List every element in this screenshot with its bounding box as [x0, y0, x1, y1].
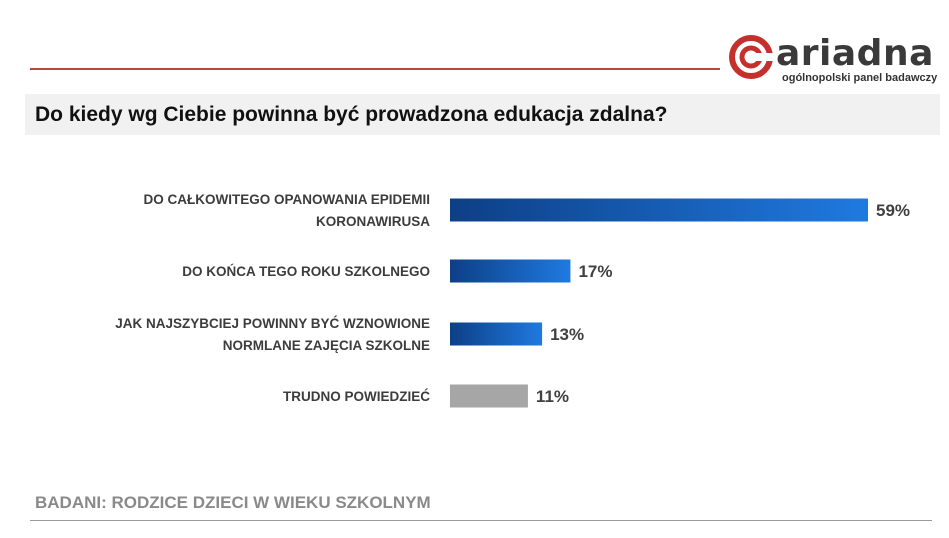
header-divider: [30, 68, 720, 70]
logo-wordmark: ariadna: [776, 33, 934, 74]
category-label: KORONAWIRUSA: [316, 214, 430, 229]
footer-divider: [30, 520, 932, 521]
bar-value-label: 59%: [876, 201, 910, 220]
category-label: TRUDNO POWIEDZIEĆ: [283, 389, 430, 404]
bar-3: [450, 322, 543, 346]
category-label: DO CAŁKOWITEGO OPANOWANIA EPIDEMII: [144, 192, 431, 207]
sample-note: BADANI: RODZICE DZIECI W WIEKU SZKOLNYM: [35, 493, 431, 512]
bar-value-label: 17%: [578, 262, 612, 281]
category-label: NORMLANE ZAJĘCIA SZKOLNE: [223, 338, 430, 353]
ariadna-logo: ariadna ogólnopolski panel badawczy: [728, 32, 943, 88]
bar-4: [450, 384, 528, 408]
category-label: DO KOŃCA TEGO ROKU SZKOLNEGO: [182, 264, 430, 279]
bar-2: [450, 259, 571, 283]
bar-value-label: 13%: [550, 325, 584, 344]
ariadna-logo-icon: [729, 35, 774, 79]
bar-value-label: 11%: [536, 387, 569, 406]
bar-1: [450, 198, 868, 222]
chart-title: Do kiedy wg Ciebie powinna być prowadzon…: [35, 103, 668, 126]
category-label: JAK NAJSZYBCIEJ POWINNY BYĆ WZNOWIONE: [115, 316, 430, 331]
logo-tagline: ogólnopolski panel badawczy: [782, 72, 938, 84]
title-band: Do kiedy wg Ciebie powinna być prowadzon…: [25, 94, 940, 135]
